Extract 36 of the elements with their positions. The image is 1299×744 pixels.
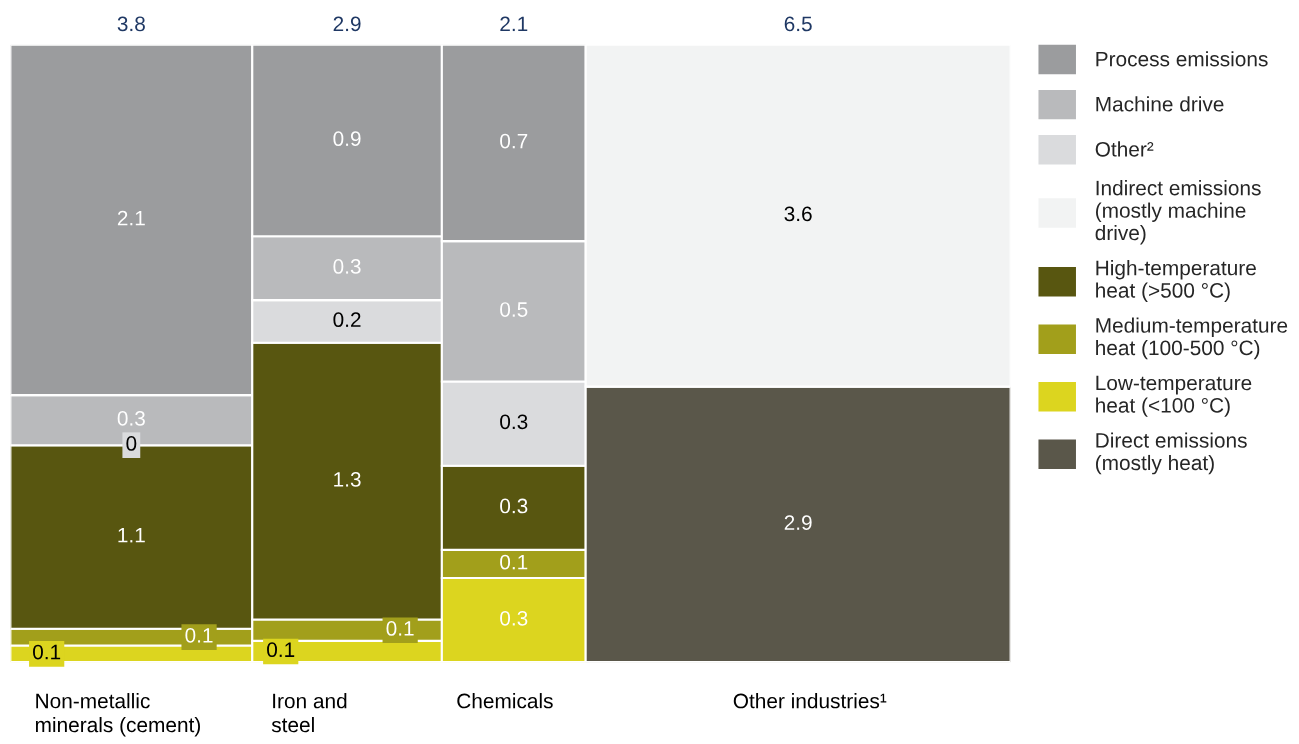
text: 3.8 (117, 16, 145, 32)
data-label: 0.1 (185, 627, 213, 643)
data-label: 0.1 (500, 554, 528, 570)
legend-label: Medium-temperature heat (100-500 °C) (1096, 317, 1288, 360)
data-label: 0.5 (500, 302, 528, 317)
data-label: 0.1 (33, 644, 61, 660)
legend-label: Indirect emissions (mostly machine drive) (1095, 180, 1261, 245)
data-label: 0 (126, 436, 137, 451)
data-label: 0.3 (333, 259, 361, 274)
data-label: 1.1 (118, 528, 145, 543)
category-label: Iron and steel (271, 693, 347, 733)
data-label: 2.9 (784, 515, 812, 530)
text: 2.1 (500, 16, 528, 32)
legend-label: Machine drive (1096, 96, 1224, 112)
data-label: 0.7 (500, 133, 528, 149)
text: 2.9 (333, 16, 361, 32)
data-label: 0.2 (333, 312, 361, 328)
data-label: 0.3 (500, 414, 528, 430)
data-label: 0.3 (500, 498, 528, 514)
category-label: Other industries¹ (733, 693, 887, 709)
legend-label: Process emissions (1096, 51, 1268, 67)
legend-label: High-temperature heat (>500 °C) (1096, 260, 1256, 302)
text: 6.5 (784, 16, 812, 32)
data-label: 0.1 (386, 621, 414, 636)
legend-label: Low-temperature heat (<100 °C) (1096, 375, 1252, 417)
data-label: 3.6 (784, 206, 812, 222)
category-label: Non-metallic minerals (cement) (35, 693, 200, 737)
legend-label: Other² (1095, 141, 1154, 157)
data-label: 2.1 (117, 210, 145, 226)
data-label: 0.3 (117, 411, 145, 426)
data-label: 0.1 (267, 642, 295, 658)
data-label: 1.3 (334, 472, 361, 487)
legend-label: Direct emissions (mostly heat) (1096, 432, 1247, 475)
category-label: Chemicals (457, 693, 553, 709)
data-label: 0.3 (500, 610, 528, 626)
data-label: 0.9 (333, 131, 361, 147)
